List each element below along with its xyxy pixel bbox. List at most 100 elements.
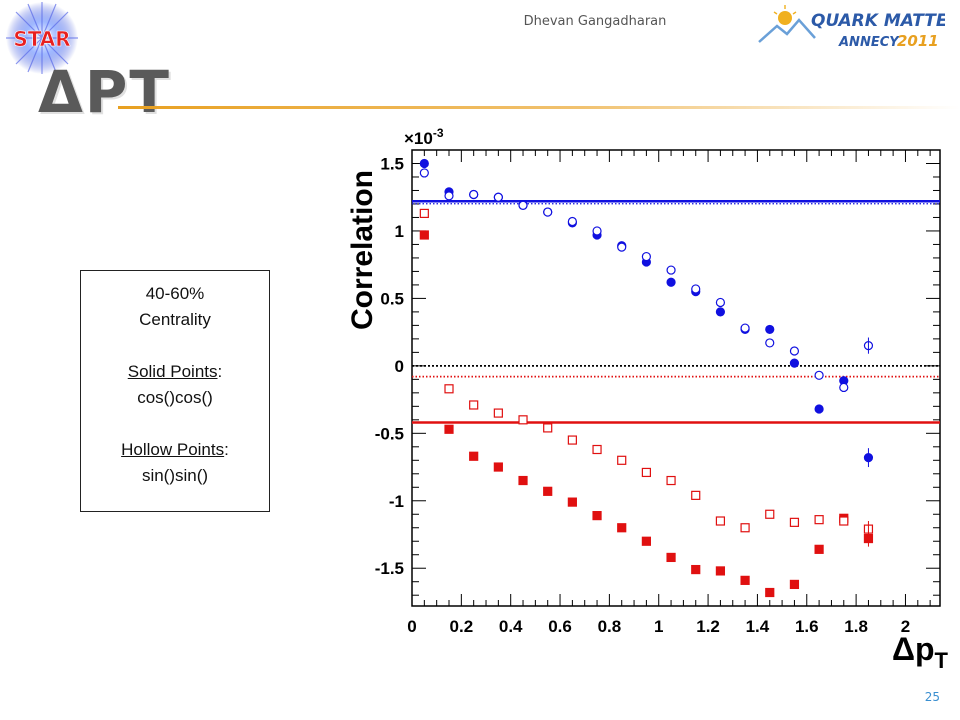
data-point-square xyxy=(493,408,503,418)
data-point-circle xyxy=(839,382,849,393)
data-point-circle xyxy=(518,200,528,210)
hollow-points-label: Hollow Points xyxy=(121,440,225,459)
data-point-square xyxy=(543,423,553,433)
title-underline xyxy=(118,106,960,109)
data-point-circle xyxy=(617,242,627,252)
data-point-circle xyxy=(715,307,726,317)
data-point-circle xyxy=(814,370,824,380)
info-box: 40-60% Centrality Solid Points: cos()cos… xyxy=(80,270,270,512)
data-point-square xyxy=(617,523,627,533)
data-point-square xyxy=(715,516,726,526)
data-point-square xyxy=(839,516,849,526)
data-point-square xyxy=(789,517,800,527)
x-tick-label: 1.6 xyxy=(795,617,819,636)
x-tick-label: 0.2 xyxy=(450,617,474,636)
x-tick-label: 0.8 xyxy=(598,617,622,636)
data-point-circle xyxy=(789,346,800,356)
data-point-square xyxy=(641,536,651,546)
x-axis-label: ΔpT xyxy=(892,631,949,673)
x-axis-label-sub: T xyxy=(935,648,949,673)
star-logo: STAR xyxy=(6,2,78,74)
data-point-square xyxy=(592,511,602,521)
data-point-circle xyxy=(740,323,750,333)
y-tick-label: 1 xyxy=(395,222,404,241)
data-point-circle xyxy=(666,265,676,275)
y-tick-label: 0 xyxy=(395,357,404,376)
data-point-square xyxy=(469,451,479,461)
plot-frame xyxy=(411,149,941,607)
data-point-square xyxy=(518,415,528,425)
logo-line2: ANNECY xyxy=(838,35,900,50)
sun-icon xyxy=(778,11,792,25)
hollow-points-value: sin()sin() xyxy=(141,466,209,485)
x-tick-label: 1 xyxy=(654,617,663,636)
star-logo-text: STAR xyxy=(13,27,70,51)
data-point-square xyxy=(444,384,454,394)
data-point-circle xyxy=(765,324,775,335)
data-point-square xyxy=(666,475,676,486)
logo-line1: QUARK MATTER xyxy=(811,11,945,31)
solid-points-legend: Solid Points: xyxy=(81,359,269,385)
data-point-circle xyxy=(469,189,479,200)
data-point-circle xyxy=(567,216,577,227)
data-point-square xyxy=(814,515,824,525)
data-point-circle xyxy=(691,284,701,294)
data-point-square xyxy=(740,523,750,533)
data-point-circle xyxy=(814,404,824,414)
data-point-square xyxy=(641,467,651,478)
y-multiplier-base: ×10 xyxy=(404,129,433,148)
data-point-square xyxy=(518,475,528,486)
data-point-square xyxy=(444,424,454,434)
data-point-square xyxy=(493,462,503,472)
data-point-square xyxy=(617,455,627,465)
y-tick-label: -1 xyxy=(389,492,404,511)
data-point-circle xyxy=(715,297,726,308)
solid-points-colon: : xyxy=(217,362,223,381)
y-multiplier-exponent: -3 xyxy=(433,126,444,140)
x-tick-label: 1.2 xyxy=(696,617,720,636)
data-point-square xyxy=(567,497,577,507)
data-point-square xyxy=(789,579,800,590)
data-point-square xyxy=(567,435,577,445)
data-point-circle xyxy=(641,251,651,262)
author-name: Dhevan Gangadharan xyxy=(523,14,667,29)
centrality-label: Centrality xyxy=(139,310,211,329)
data-point-square xyxy=(419,208,429,219)
data-point-square xyxy=(592,444,602,455)
data-point-square xyxy=(765,587,775,598)
logo-year: 2011 xyxy=(897,32,939,50)
data-point-circle xyxy=(543,207,553,217)
y-tick-label: 0.5 xyxy=(380,289,404,308)
data-point-square xyxy=(419,230,429,240)
data-point-circle xyxy=(444,191,454,201)
y-multiplier: ×10-3 xyxy=(404,126,444,148)
data-point-circle xyxy=(666,277,676,287)
centrality-value: 40-60% xyxy=(145,284,205,303)
data-point-square xyxy=(715,566,726,576)
x-axis-label-main: Δp xyxy=(892,631,935,667)
data-point-square xyxy=(543,486,553,496)
data-point-circle xyxy=(419,158,429,169)
data-point-square xyxy=(666,552,676,563)
solid-points-label: Solid Points xyxy=(127,362,218,381)
data-point-circle xyxy=(493,192,503,202)
x-tick-label: 1.4 xyxy=(746,617,770,636)
correlation-chart: 0 0.2 0.4 0.6 0.8 1 1.2 1.4 1.6 1.8 2 1.5 1 0.5 0 -0.5 -… xyxy=(346,126,949,673)
x-tick-label: 0.6 xyxy=(548,617,572,636)
x-tick-label: 1.8 xyxy=(844,617,868,636)
hollow-points-colon: : xyxy=(224,440,229,459)
x-tick-label: 0.4 xyxy=(499,617,523,636)
data-point-circle xyxy=(765,338,775,348)
solid-points-value: cos()cos() xyxy=(137,388,213,407)
x-tick-label: 2 xyxy=(901,617,910,636)
data-point-square xyxy=(691,564,701,575)
data-point-circle xyxy=(419,168,429,178)
quark-matter-logo: QUARK MATTER ANNECY 2011 xyxy=(758,5,945,50)
data-point-square xyxy=(814,544,824,554)
data-point-circle xyxy=(789,358,800,368)
data-point-square xyxy=(469,400,479,410)
page-number: 25 xyxy=(924,690,940,704)
data-point-square xyxy=(740,575,750,585)
y-axis-label: Correlation xyxy=(346,170,379,330)
data-point-square xyxy=(691,490,701,500)
